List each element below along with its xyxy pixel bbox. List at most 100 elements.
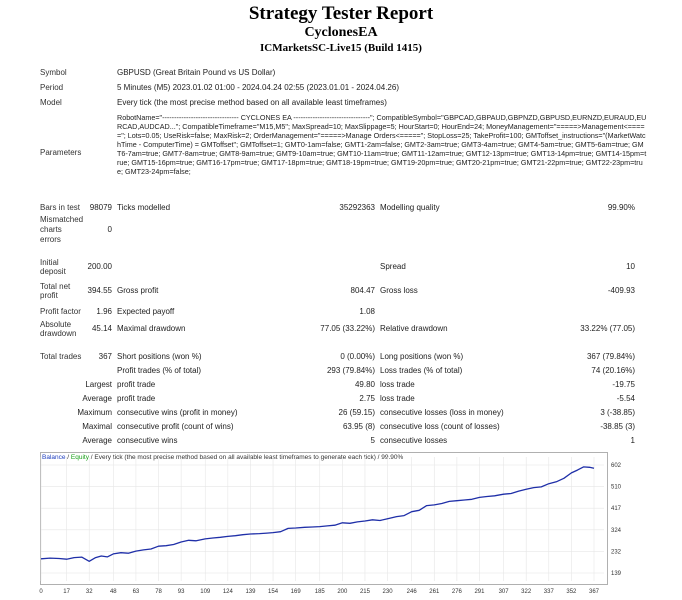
pf-label: Profit factor — [40, 307, 81, 316]
period-value: 5 Minutes (M5) 2023.01.02 01:00 - 2024.0… — [117, 83, 399, 92]
x-tick-label: 32 — [86, 589, 93, 595]
x-tick-label: 246 — [407, 589, 418, 595]
ticks-value: 35292363 — [339, 203, 375, 212]
payoff-label: Expected payoff — [117, 307, 175, 316]
x-tick-label: 307 — [499, 589, 510, 595]
x-tick-label: 78 — [155, 589, 162, 595]
x-tick-label: 291 — [474, 589, 485, 595]
model-label: Model — [40, 98, 62, 107]
x-tick-label: 139 — [245, 589, 256, 595]
x-tick-label: 276 — [452, 589, 463, 595]
maximum-label: Maximum — [77, 408, 112, 417]
trades-label: Total trades — [40, 352, 82, 361]
maximal-label: Maximal — [82, 422, 112, 431]
largest-profit-label: profit trade — [117, 380, 156, 389]
x-tick-label: 367 — [589, 589, 600, 595]
x-tick-label: 109 — [200, 589, 211, 595]
long-label: Long positions (won %) — [380, 352, 464, 361]
largest-profit-value: 49.80 — [354, 380, 375, 389]
grossprofit-value: 804.47 — [350, 286, 375, 295]
chart-legend: Balance / Equity / Every tick (the most … — [42, 454, 403, 461]
grossprofit-label: Gross profit — [117, 286, 159, 295]
largest-loss-label: loss trade — [380, 380, 415, 389]
avglosses-label: consecutive losses — [380, 436, 448, 445]
x-tick-label: 17 — [63, 589, 70, 595]
maxwins-label: consecutive wins (profit in money) — [117, 408, 238, 417]
mismatch-label-1: Mismatched — [40, 215, 84, 224]
trades-value: 367 — [98, 352, 112, 361]
x-tick-label: 230 — [383, 589, 394, 595]
long-value: 367 (79.84%) — [586, 352, 635, 361]
y-tick-label: 510 — [611, 484, 622, 490]
x-tick-label: 261 — [429, 589, 440, 595]
x-tick-label: 352 — [566, 589, 577, 595]
grossloss-label: Gross loss — [380, 286, 418, 295]
x-tick-label: 93 — [178, 589, 185, 595]
average-label: Average — [82, 394, 112, 403]
maxloss-label: consecutive loss (count of losses) — [380, 422, 500, 431]
maxloss-value: -38.85 (3) — [600, 422, 635, 431]
avgwins-label: consecutive wins — [117, 436, 178, 445]
x-tick-label: 63 — [133, 589, 140, 595]
proftrades-label: Profit trades (% of total) — [117, 366, 202, 375]
bars-value: 98079 — [89, 203, 112, 212]
server-name: ICMarketsSC-Live15 (Build 1415) — [260, 42, 422, 54]
report-title: Strategy Tester Report — [248, 3, 434, 24]
losstrades-label: Loss trades (% of total) — [380, 366, 463, 375]
short-value: 0 (0.00%) — [340, 352, 375, 361]
maxdd-value: 77.05 (33.22%) — [320, 324, 375, 333]
avgwins-value: 5 — [370, 436, 375, 445]
parameters-value: RobotName="-----------------------------… — [117, 113, 647, 176]
maxlosses-label: consecutive losses (loss in money) — [380, 408, 504, 417]
mismatch-label-3: errors — [40, 235, 61, 244]
x-tick-label: 48 — [110, 589, 117, 595]
largest-loss-value: -19.75 — [612, 380, 635, 389]
average-profit-value: 2.75 — [359, 394, 375, 403]
mismatch-label-2: charts — [40, 225, 62, 234]
spread-label: Spread — [380, 262, 406, 271]
deposit-value: 200.00 — [87, 262, 112, 271]
deposit-label-1: Initial — [40, 258, 59, 267]
period-label: Period — [40, 83, 64, 92]
maxdd-label: Maximal drawdown — [117, 324, 186, 333]
y-tick-label: 602 — [611, 463, 622, 469]
average2-label: Average — [82, 436, 112, 445]
payoff-value: 1.08 — [359, 307, 375, 316]
y-tick-label: 324 — [611, 528, 622, 534]
mismatch-value: 0 — [107, 225, 112, 234]
y-tick-label: 139 — [611, 571, 622, 577]
maxprofit-label: consecutive profit (count of wins) — [117, 422, 234, 431]
x-tick-label: 337 — [544, 589, 555, 595]
x-axis-ticks: 0 17 32 48 63 78 93 109 124 139 154 169 185 200 215 230… — [39, 589, 599, 595]
x-tick-label: 124 — [223, 589, 234, 595]
model-value: Every tick (the most precise method base… — [117, 98, 387, 107]
x-tick-label: 154 — [268, 589, 279, 595]
quality-value: 99.90% — [607, 203, 635, 212]
balance-chart-frame — [40, 452, 608, 585]
netprofit-value: 394.55 — [87, 286, 112, 295]
reldd-label: Relative drawdown — [380, 324, 448, 333]
x-tick-label: 185 — [315, 589, 326, 595]
reldd-value: 33.22% (77.05) — [580, 324, 635, 333]
largest-label: Largest — [85, 380, 112, 389]
average-loss-value: -5.54 — [616, 394, 635, 403]
y-tick-label: 232 — [611, 549, 622, 555]
proftrades-value: 293 (79.84%) — [326, 366, 375, 375]
netprofit-label-1: Total net — [40, 282, 71, 291]
maxprofit-value: 63.95 (8) — [342, 422, 375, 431]
average-loss-label: loss trade — [380, 394, 415, 403]
x-tick-label: 0 — [39, 589, 43, 595]
quality-label: Modelling quality — [380, 203, 440, 212]
y-axis-ticks: 602 510 417 324 232 139 — [611, 463, 622, 577]
x-tick-label: 169 — [291, 589, 302, 595]
parameters-label: Parameters — [40, 148, 82, 157]
x-tick-label: 322 — [521, 589, 532, 595]
legend-equity: Equity — [70, 454, 89, 461]
absdd-value: 45.14 — [91, 324, 112, 333]
expert-name: CyclonesEA — [304, 25, 378, 40]
deposit-label-2: deposit — [40, 267, 66, 276]
symbol-value: GBPUSD (Great Britain Pound vs US Dollar… — [117, 68, 276, 77]
maxwins-value: 26 (59.15) — [338, 408, 375, 417]
netprofit-label-2: profit — [40, 291, 58, 300]
x-tick-label: 200 — [337, 589, 348, 595]
